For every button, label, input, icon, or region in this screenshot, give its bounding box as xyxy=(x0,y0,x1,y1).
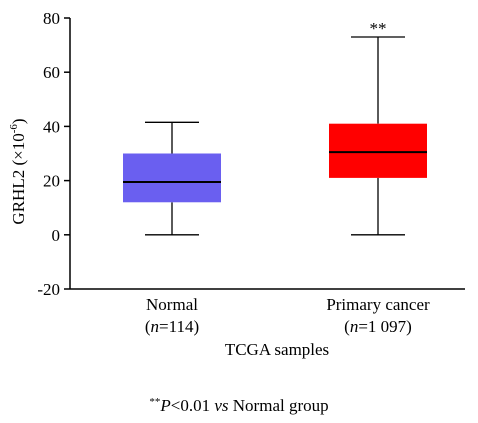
x-axis-title: TCGA samples xyxy=(225,340,329,359)
box-0 xyxy=(123,121,221,236)
category-n-label: (n=1 097) xyxy=(344,317,412,336)
y-tick-label: 60 xyxy=(43,63,60,82)
boxes: ** xyxy=(123,19,427,236)
labels: GRHL2 (×10-6) Normal (n=114) Primary cancer… xyxy=(8,118,430,415)
iqr-box xyxy=(123,153,221,203)
category-label: Normal xyxy=(146,295,198,314)
y-tick-label: 0 xyxy=(52,226,61,245)
significance-marker: ** xyxy=(370,19,387,38)
footnote: **P<0.01 vs Normal group xyxy=(149,396,328,415)
axes: -20 0 20 40 60 80 xyxy=(37,9,465,299)
y-tick-label: 80 xyxy=(43,9,60,28)
category-n-label: (n=114) xyxy=(145,317,199,336)
y-tick-label: 20 xyxy=(43,172,60,191)
y-tick-label: -20 xyxy=(37,280,60,299)
box-1: ** xyxy=(329,19,427,236)
category-label: Primary cancer xyxy=(326,295,430,314)
iqr-box xyxy=(329,123,427,178)
y-tick-label: 40 xyxy=(43,117,60,136)
y-axis-title: GRHL2 (×10-6) xyxy=(8,118,28,224)
